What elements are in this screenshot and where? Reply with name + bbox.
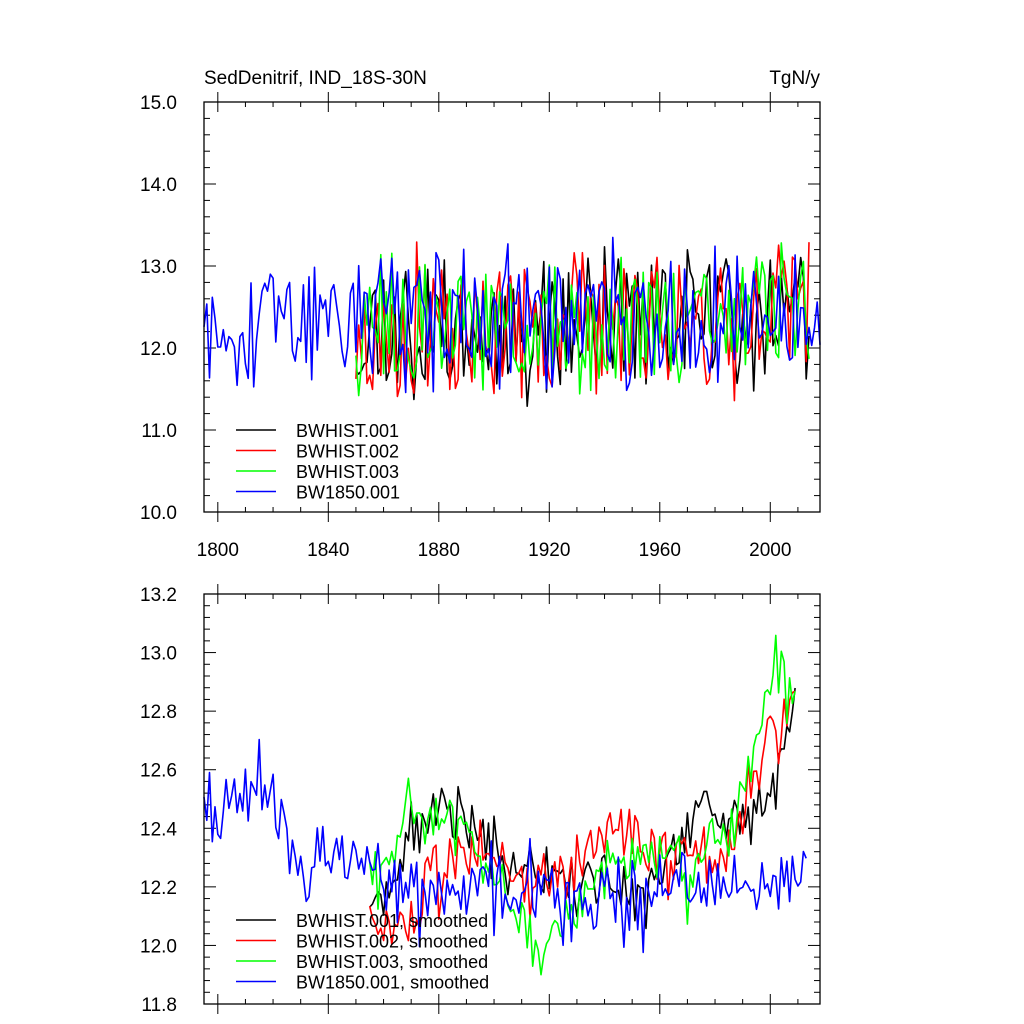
top-panel: SedDenitrif, IND_18S-30N TgN/y 1800 1840 1… — [140, 68, 821, 561]
y-tick-label: 13.0 — [140, 644, 177, 665]
top-plot-frame — [203, 101, 821, 513]
legend-label: BWHIST.001 — [296, 421, 399, 441]
y-tick-label: 11.0 — [141, 421, 177, 442]
y-tick-label: 11.8 — [141, 995, 177, 1016]
legend-label: BW1850.001 — [296, 483, 400, 503]
y-tick-label: 10.0 — [140, 503, 177, 524]
y-tick-label: 12.8 — [140, 702, 177, 723]
y-tick-label: 12.6 — [140, 761, 177, 782]
top-axes: 1800 1840 1880 1920 1960 2000 10.0 11.0 12.0 13.0… — [140, 92, 820, 561]
bottom-series-lines — [203, 634, 807, 976]
series-line-smoothed-1 — [368, 690, 796, 946]
y-tick-label: 12.0 — [140, 339, 177, 360]
y-tick-label: 12.2 — [140, 878, 177, 899]
bottom-panel: 11.8 12.0 12.2 12.4 12.6 12.8 13.0 13.2 BWHIST.… — [140, 584, 821, 1016]
legend-label: BWHIST.003 — [296, 462, 399, 482]
x-tick-label: 2000 — [749, 540, 791, 561]
series-line-smoothed-2 — [368, 634, 796, 976]
series-line-smoothed-3 — [203, 738, 807, 954]
legend-label: BW1850.001, smoothed — [296, 973, 489, 993]
y-tick-label: 13.2 — [140, 585, 177, 606]
y-tick-label: 15.0 — [140, 93, 177, 114]
y-tick-label: 12.0 — [140, 936, 177, 957]
legend-label: BWHIST.002, smoothed — [296, 932, 488, 952]
legend-label: BWHIST.003, smoothed — [296, 952, 488, 972]
y-tick-label: 14.0 — [140, 175, 177, 196]
chart-title: SedDenitrif, IND_18S-30N — [204, 68, 427, 89]
y-tick-label: 13.0 — [140, 257, 177, 278]
bottom-axes: 11.8 12.0 12.2 12.4 12.6 12.8 13.0 13.2 — [140, 584, 820, 1016]
x-tick-label: 1800 — [197, 540, 239, 561]
units-label: TgN/y — [769, 68, 820, 89]
y-tick-label: 12.4 — [140, 819, 177, 840]
x-tick-label: 1840 — [307, 540, 349, 561]
top-series-lines — [203, 236, 821, 407]
legend-label: BWHIST.001, smoothed — [296, 911, 488, 931]
series-line-smoothed-0 — [369, 687, 796, 930]
x-tick-label: 1880 — [418, 540, 460, 561]
x-tick-label: 1920 — [528, 540, 570, 561]
bottom-plot-frame — [203, 593, 821, 1005]
x-tick-label: 1960 — [639, 540, 681, 561]
series-line-3 — [203, 236, 821, 394]
legend-label: BWHIST.002 — [296, 442, 399, 462]
